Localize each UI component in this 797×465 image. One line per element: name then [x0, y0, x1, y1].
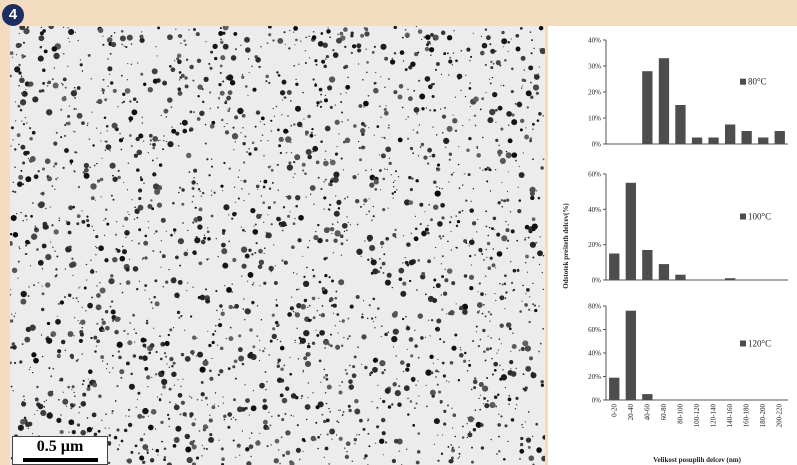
figure-number-badge: 4: [2, 4, 24, 26]
legend-label: 120°C: [748, 338, 771, 348]
left-margin: [0, 26, 10, 465]
bar-0-20: [609, 253, 620, 280]
y-tick-label: 40%: [588, 350, 601, 358]
x-tick-label: 160-180: [743, 404, 751, 428]
histogram-2: 0% 20% 40% 60% 100°C: [588, 171, 788, 285]
bar-120-140: [708, 137, 719, 144]
x-tick-label: 80-100: [676, 404, 684, 424]
top-bar: [0, 0, 797, 26]
y-tick-label: 0%: [592, 277, 602, 285]
scale-bar-label: 0.5 µm: [36, 438, 84, 455]
x-tick-label: 40-60: [643, 404, 651, 421]
particle-texture: [10, 26, 545, 465]
y-tick-label: 30%: [588, 63, 601, 71]
bar-0-20: [609, 377, 620, 400]
y-axis-label: Odstotek prešteth delcev(%): [562, 203, 570, 289]
bar-100-120: [691, 137, 703, 144]
histogram-charts: 0% 10% 20% 30% 40% 80°C 0% 20% 40% 60% 100°C 0% 20% 4…: [562, 37, 788, 464]
bar-140-160: [725, 124, 736, 144]
x-tick-label: 100-120: [693, 404, 701, 428]
x-tick-label: 200-220: [776, 404, 784, 428]
y-tick-label: 60%: [588, 171, 601, 179]
legend-swatch: [740, 213, 746, 220]
y-tick-label: 0%: [592, 397, 602, 405]
scale-bar: [23, 458, 98, 462]
bar-40-60: [642, 394, 653, 400]
y-tick-label: 20%: [588, 89, 601, 97]
y-tick-label: 20%: [588, 241, 601, 249]
x-axis-label: Velikost posuplih delcev (nm): [653, 456, 742, 464]
legend-label: 80°C: [748, 77, 767, 87]
bar-60-80: [658, 264, 670, 280]
x-tick-label: 20-40: [627, 404, 635, 421]
histogram-panel: 0% 10% 20% 30% 40% 80°C 0% 20% 40% 60% 100°C 0% 20% 4…: [548, 26, 797, 465]
y-tick-label: 60%: [588, 326, 601, 334]
x-tick-label: 180-200: [759, 404, 767, 428]
bar-180-200: [758, 137, 769, 144]
x-tick-label: 0-20: [610, 404, 618, 417]
micrograph-image: [10, 26, 545, 465]
y-tick-label: 40%: [588, 37, 601, 45]
bar-20-40: [625, 182, 636, 280]
legend-swatch: [740, 340, 746, 347]
bar-200-220: [774, 131, 785, 144]
y-tick-label: 0%: [592, 141, 602, 149]
histogram-3: 0% 20% 40% 60% 80% 120°C 0-20 20-40 40-60 60-80 80…: [588, 303, 788, 464]
bar-80-100: [675, 105, 686, 144]
bar-40-60: [642, 250, 653, 280]
histogram-1: 0% 10% 20% 30% 40% 80°C: [588, 37, 788, 149]
x-tick-label: 120-140: [710, 404, 718, 428]
x-tick-label: 60-80: [660, 404, 668, 421]
y-tick-label: 10%: [588, 115, 601, 123]
y-tick-label: 40%: [588, 206, 601, 214]
bar-60-80: [658, 58, 670, 145]
bar-80-100: [675, 274, 686, 280]
y-tick-label: 80%: [588, 303, 601, 311]
bar-140-160: [725, 278, 736, 280]
scale-bar-box: 0.5 µm: [12, 436, 108, 465]
legend-swatch: [740, 78, 746, 85]
panel-divider: [545, 26, 548, 465]
x-tick-label: 140-160: [726, 404, 734, 428]
bar-160-180: [741, 131, 752, 144]
bar-40-60: [642, 71, 653, 144]
legend-label: 100°C: [748, 212, 771, 222]
y-tick-label: 20%: [588, 373, 601, 381]
micrograph-panel: 0.5 µm: [10, 26, 545, 465]
bar-20-40: [625, 310, 636, 400]
